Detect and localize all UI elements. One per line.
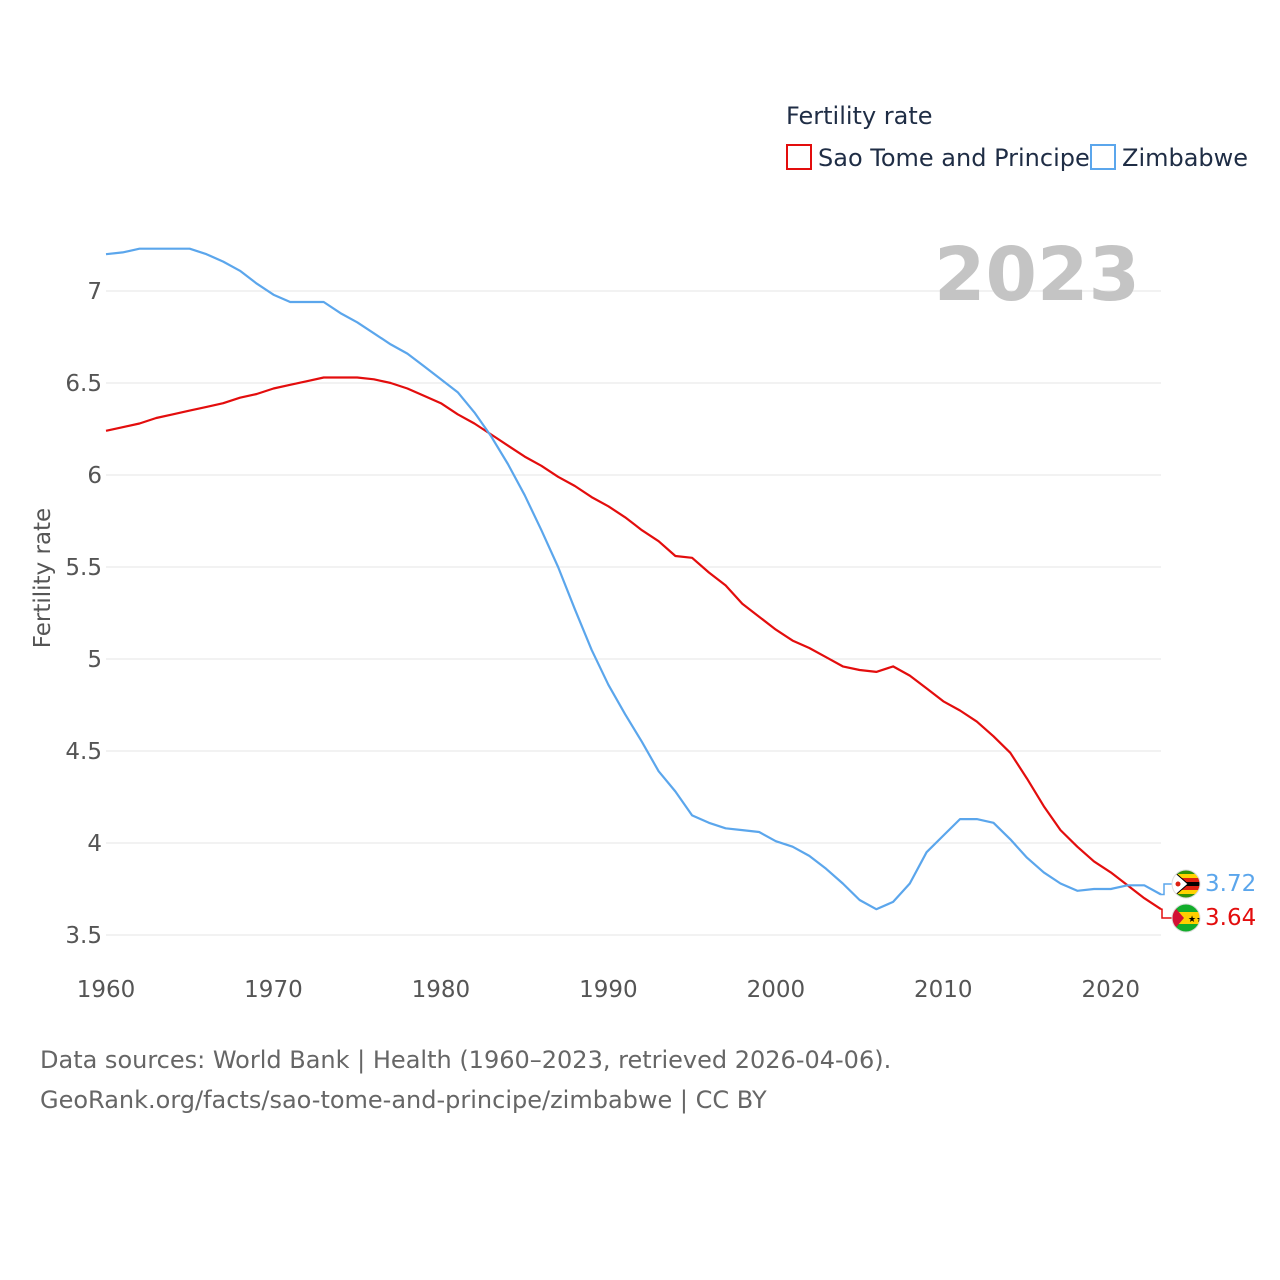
y-tick-label: 6.5	[65, 371, 102, 397]
footer-sources: Data sources: World Bank | Health (1960–…	[40, 1046, 892, 1074]
legend-label-zimbabwe: Zimbabwe	[1122, 144, 1248, 172]
legend-title: Fertility rate	[786, 102, 933, 130]
x-tick-label: 2020	[1081, 977, 1140, 1003]
footer-attribution: GeoRank.org/facts/sao-tome-and-principe/…	[40, 1086, 767, 1114]
y-tick-label: 6	[87, 463, 102, 489]
sao-tome-flag-icon: ★★	[1171, 903, 1204, 933]
y-axis-label: Fertility rate	[30, 508, 56, 648]
sao-tome-end-value: 3.64	[1205, 905, 1256, 931]
sao-tome-connector	[1161, 908, 1172, 919]
x-tick-label: 1960	[77, 977, 136, 1003]
x-tick-label: 1990	[579, 977, 638, 1003]
zimbabwe-connector	[1161, 883, 1172, 896]
legend-label-sao-tome: Sao Tome and Principe	[818, 144, 1090, 172]
zimbabwe-flag-icon	[1171, 869, 1201, 899]
legend-swatch-zimbabwe	[1090, 144, 1116, 170]
sao-tome-line	[105, 376, 1162, 911]
y-tick-label: 5.5	[65, 555, 102, 581]
svg-text:★★: ★★	[1188, 915, 1204, 925]
x-tick-label: 1980	[412, 977, 471, 1003]
zimbabwe-end-value: 3.72	[1205, 871, 1256, 897]
y-tick-label: 4.5	[65, 739, 102, 765]
y-tick-label: 4	[87, 831, 102, 857]
legend-swatch-sao-tome	[786, 144, 812, 170]
year-watermark: 2023	[934, 232, 1140, 318]
x-tick-label: 2000	[747, 977, 806, 1003]
y-tick-label: 3.5	[65, 923, 102, 949]
x-axis-ticks: 1960 1970 1980 1990 2000 2010 2020	[77, 977, 1140, 1003]
x-tick-label: 2010	[914, 977, 973, 1003]
gridlines	[106, 290, 1161, 936]
y-tick-label: 7	[87, 279, 102, 305]
x-tick-label: 1970	[244, 977, 303, 1003]
y-tick-label: 5	[87, 647, 102, 673]
y-axis-ticks: 3.5 4 4.5 5 5.5 6 6.5 7	[65, 279, 102, 949]
end-markers: 3.72 ★★ 3.64	[1161, 869, 1256, 933]
legend: Fertility rate Sao Tome and Principe Zim…	[786, 102, 1248, 172]
series-lines	[105, 247, 1162, 911]
footer: Data sources: World Bank | Health (1960–…	[40, 1040, 891, 1120]
zimbabwe-line	[105, 247, 1162, 911]
